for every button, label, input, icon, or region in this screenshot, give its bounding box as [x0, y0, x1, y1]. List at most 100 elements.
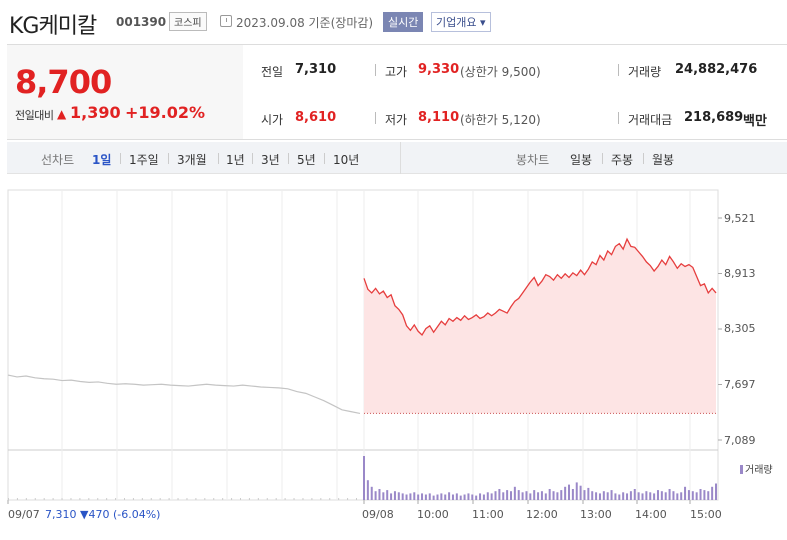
divider	[400, 142, 401, 174]
volume-bar	[540, 491, 543, 500]
prev-volume-bar	[320, 498, 322, 500]
tab-daily[interactable]: 일봉	[570, 153, 593, 167]
prev-volume-bar	[124, 498, 125, 500]
prev-volume-bar	[284, 498, 286, 500]
prev-volume-bar	[70, 498, 72, 500]
prev-close-value: 7,310	[295, 62, 337, 77]
prev-change: ▼470	[80, 508, 110, 521]
volume-bar	[610, 490, 613, 500]
y-tick-label: 9,521	[724, 212, 756, 225]
prev-rate: (-6.04%)	[112, 508, 161, 521]
volume-bar	[649, 492, 652, 500]
volume-bar	[571, 489, 574, 500]
tab-3month[interactable]: 3개월	[177, 153, 207, 167]
prev-volume-bar	[88, 498, 90, 500]
volume-bar	[378, 489, 381, 500]
prev-volume-bar	[25, 498, 27, 500]
volume-bar	[475, 495, 478, 500]
x-tick-label: 14:00	[635, 508, 667, 521]
prev-volume-bar	[311, 498, 313, 500]
prev-volume-bar	[8, 498, 9, 500]
divider	[375, 64, 376, 76]
prev-volume-bar	[16, 498, 18, 500]
divider	[375, 112, 376, 124]
volume-bar	[633, 489, 636, 500]
volume-bar	[479, 493, 482, 500]
volume-bar	[668, 489, 671, 500]
separator	[288, 153, 289, 164]
x-tick-label: 12:00	[526, 508, 558, 521]
market-badge: 코스피	[169, 12, 207, 31]
separator	[252, 153, 253, 164]
tab-1week[interactable]: 1주일	[129, 153, 159, 167]
prev-volume-bar	[141, 498, 143, 500]
title-bar: KG케미칼 001390 코스피 2023.09.08 기준(장마감) 실시간 …	[0, 0, 787, 40]
tab-1day[interactable]: 1일	[92, 153, 112, 167]
volume-bar	[513, 486, 516, 500]
prev-volume-bar	[293, 498, 295, 500]
volume-bar	[684, 486, 687, 500]
volume-bar	[660, 491, 663, 500]
volume-bar	[595, 492, 598, 500]
volume-bar	[397, 492, 400, 500]
volume-bar	[502, 492, 505, 500]
volume-bar	[506, 490, 509, 500]
volume-bar	[626, 493, 629, 500]
volume-label: 거래량	[628, 65, 662, 79]
volume-bar	[587, 487, 590, 500]
volume-bar	[382, 492, 385, 500]
volume-legend: 거래량	[740, 461, 773, 476]
volume-bar	[637, 492, 640, 500]
tab-1year[interactable]: 1년	[226, 153, 245, 167]
tab-10year[interactable]: 10년	[333, 153, 360, 167]
current-price: 8,700	[15, 63, 112, 101]
separator	[120, 153, 121, 164]
volume-bar	[448, 492, 451, 500]
tab-weekly[interactable]: 주봉	[611, 153, 634, 167]
volume-bar	[711, 486, 714, 500]
volume-bar	[455, 493, 458, 500]
prev-day-line	[7, 374, 361, 415]
tab-monthly[interactable]: 월봉	[652, 153, 675, 167]
volume-bar	[451, 494, 454, 500]
volume-bar	[552, 491, 555, 500]
volume-bar	[409, 493, 412, 500]
prev-volume-bar	[106, 498, 108, 500]
volume-bar	[556, 492, 559, 500]
volume-bar	[680, 492, 683, 500]
open-value: 8,610	[295, 110, 337, 125]
separator	[602, 153, 603, 164]
separator	[218, 153, 219, 164]
tab-5year[interactable]: 5년	[297, 153, 316, 167]
prev-volume-bar	[231, 498, 233, 500]
volume-bar	[653, 493, 656, 500]
volume-bar	[509, 491, 512, 500]
legend-swatch	[740, 465, 743, 474]
separator	[168, 153, 169, 164]
volume-bar	[548, 489, 551, 500]
prev-day-summary: 7,310 ▼470 (-6.04%)	[45, 508, 160, 521]
realtime-button[interactable]: 실시간	[383, 12, 424, 32]
today-area	[364, 239, 716, 414]
prev-volume-bar	[61, 498, 63, 500]
x-tick-label: 09/08	[362, 508, 394, 521]
volume-bar	[687, 490, 690, 500]
volume-bar	[560, 490, 563, 500]
company-info-dropdown[interactable]: 기업개요 ▾	[431, 12, 491, 32]
volume-bar	[486, 492, 489, 500]
high-label: 고가	[385, 65, 408, 79]
prev-volume-bar	[97, 498, 99, 500]
volume-bar	[459, 495, 462, 500]
prev-volume-bar	[186, 498, 188, 500]
prev-volume-bar	[257, 498, 259, 500]
upper-limit: (상한가 9,500)	[460, 65, 541, 79]
volume-bar	[622, 492, 625, 500]
prev-volume-bar	[150, 498, 152, 500]
price-panel: 8,700 전일대비 ▲ 1,390 +19.02%	[7, 44, 243, 140]
separator	[324, 153, 325, 164]
volume-bar	[664, 492, 667, 500]
tab-3year[interactable]: 3년	[261, 153, 280, 167]
prev-volume-bar	[240, 498, 241, 500]
volume-bar	[432, 495, 435, 500]
volume-bar	[471, 494, 474, 500]
